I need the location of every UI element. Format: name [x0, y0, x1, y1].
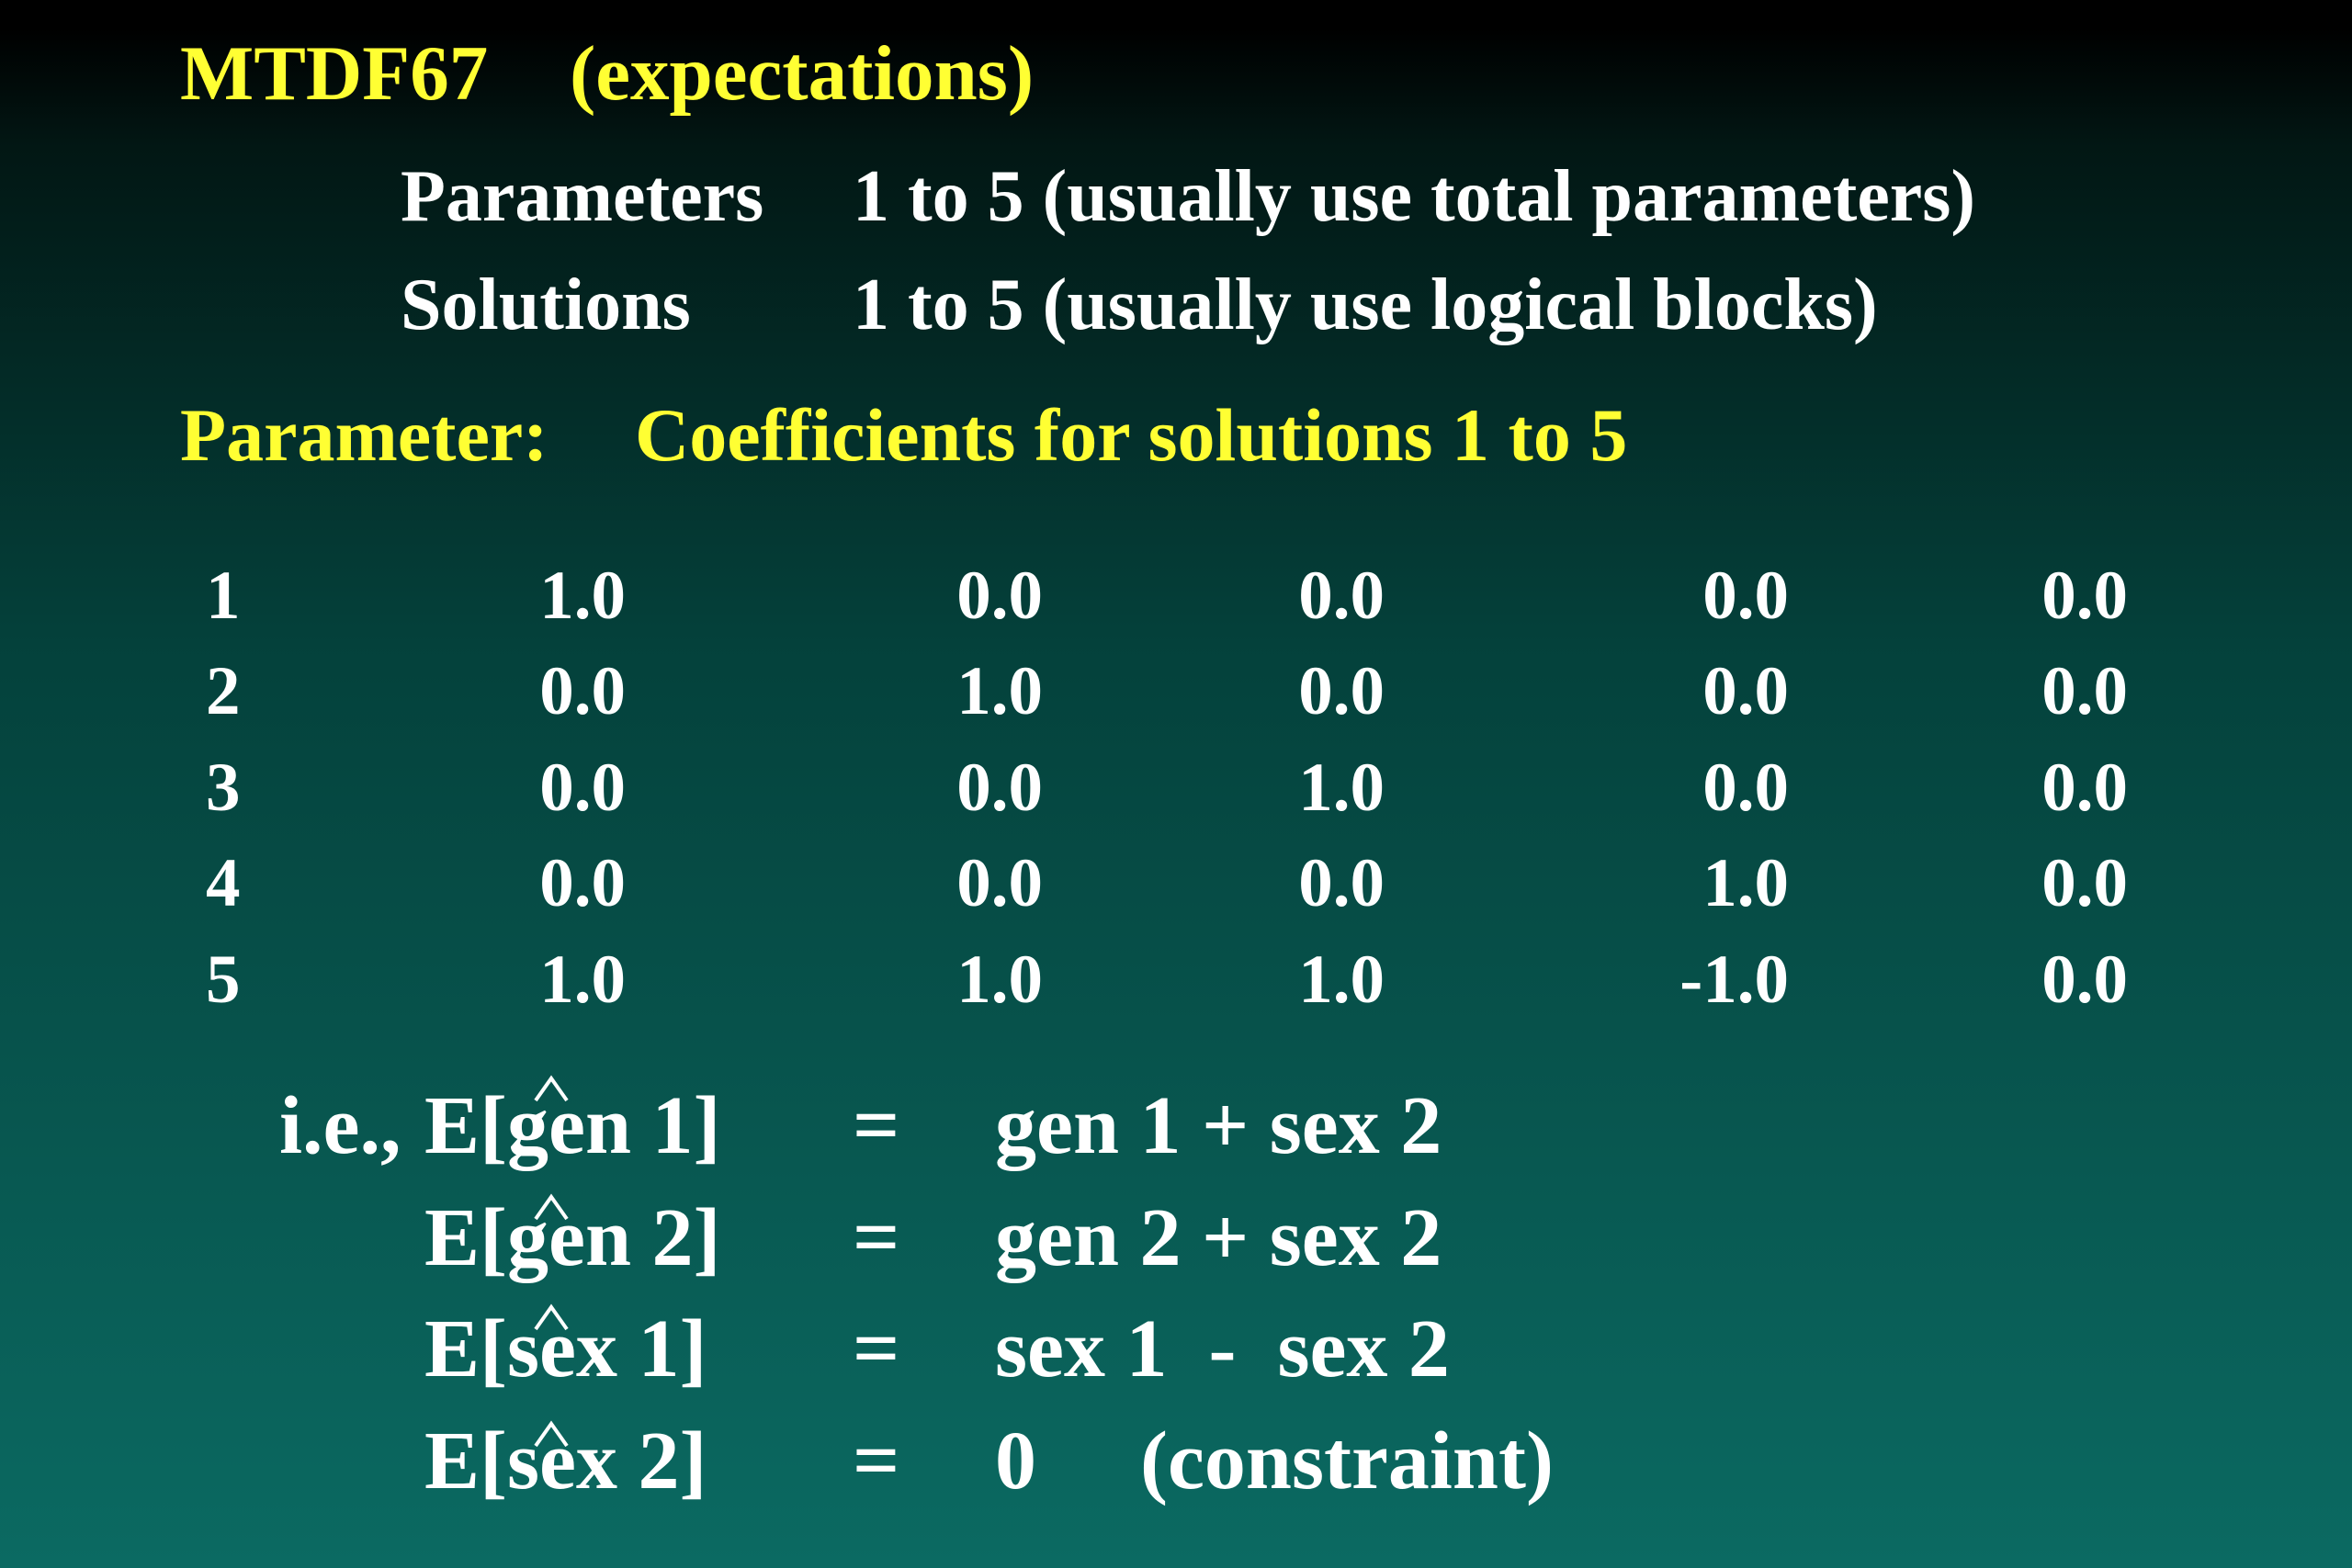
table-cell: 0.0 [1702, 653, 1789, 729]
equation-op: = [853, 1416, 900, 1506]
table-cell: 1.0 [956, 942, 1043, 1018]
table-cell: -1.0 [1679, 942, 1789, 1018]
table-cell: 0.0 [1702, 750, 1789, 826]
equation-rhs: gen 1 + sex 2 [995, 1080, 1442, 1171]
table-cell: 1.0 [539, 942, 626, 1018]
table-cell: 0.0 [1298, 845, 1385, 921]
equation-lhs: E[gen 2] [424, 1192, 721, 1283]
hat [534, 1420, 569, 1448]
row-number: 1 [206, 558, 241, 634]
equation-rhs: 0 [995, 1416, 1036, 1506]
setting-label: Solutions [401, 265, 691, 345]
setting-value: 1 to 5 (usually use total parameters) [853, 156, 1976, 237]
table-cell: 1.0 [956, 653, 1043, 729]
table-cell: 0.0 [1702, 558, 1789, 634]
equation-lhs: E[sex 2] [424, 1416, 707, 1506]
setting-label: Parameters [401, 156, 764, 237]
table-cell: 0.0 [1298, 653, 1385, 729]
hat [534, 1075, 569, 1102]
equation-op: = [853, 1303, 900, 1394]
setting-value: 1 to 5 (usually use logical blocks) [853, 265, 1878, 345]
equation-lhs: E[gen 1] [424, 1080, 721, 1171]
table-cell: 0.0 [539, 750, 626, 826]
table-cell: 0.0 [956, 558, 1043, 634]
table-cell: 0.0 [956, 750, 1043, 826]
subtitle: (expectations) [570, 30, 1035, 117]
equation-lhs: E[sex 1] [424, 1303, 707, 1394]
table-cell: 0.0 [2041, 845, 2128, 921]
hat [534, 1303, 569, 1331]
hat [534, 1193, 569, 1221]
equation-op: = [853, 1080, 900, 1171]
table-cell: 0.0 [539, 845, 626, 921]
table-cell: 0.0 [2041, 653, 2128, 729]
table-cell: 0.0 [539, 653, 626, 729]
equation-rhs: sex 1 - sex 2 [995, 1303, 1450, 1394]
title: MTDF67 [180, 30, 489, 117]
table-cell: 0.0 [1298, 558, 1385, 634]
row-number: 5 [206, 942, 241, 1018]
equation-op: = [853, 1192, 900, 1283]
table-cell: 0.0 [2041, 750, 2128, 826]
table-cell: 1.0 [1298, 942, 1385, 1018]
table-cell: 1.0 [539, 558, 626, 634]
table-cell: 1.0 [1298, 750, 1385, 826]
equation-rhs: gen 2 + sex 2 [995, 1192, 1442, 1283]
table-cell: 0.0 [956, 845, 1043, 921]
equation-note: (constraint) [1140, 1416, 1554, 1506]
table-cell: 0.0 [2041, 558, 2128, 634]
row-number: 3 [206, 750, 241, 826]
section-title: Coefficients for solutions 1 to 5 [635, 393, 1628, 477]
section-label: Parameter: [180, 393, 548, 477]
equation-prefix: i.e., [279, 1080, 401, 1171]
table-cell: 1.0 [1702, 845, 1789, 921]
table-cell: 0.0 [2041, 942, 2128, 1018]
row-number: 2 [206, 653, 241, 729]
row-number: 4 [206, 845, 241, 921]
